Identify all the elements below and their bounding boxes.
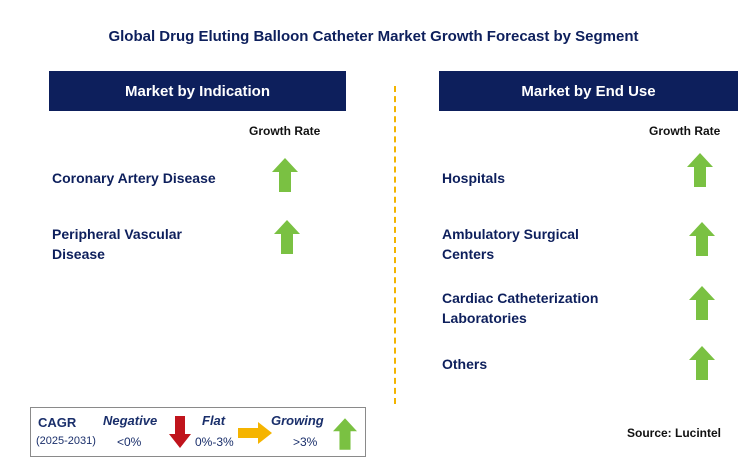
growing-arrow-icon — [687, 153, 713, 187]
negative-value: <0% — [117, 435, 142, 449]
growing-arrow-icon — [333, 418, 357, 450]
end-use-header: Market by End Use — [439, 71, 738, 111]
item-line2: Centers — [442, 246, 495, 262]
flat-label: Flat — [202, 413, 226, 428]
growing-label: Growing — [271, 413, 324, 428]
growing-arrow-icon — [274, 220, 300, 254]
growth-rate-label-right: Growth Rate — [649, 124, 721, 138]
item-line1: Cardiac Catheterization — [442, 290, 599, 306]
flat-value: 0%-3% — [195, 435, 234, 449]
item-line1: Coronary Artery Disease — [52, 170, 216, 186]
negative-label: Negative — [103, 413, 158, 428]
flat-arrow-icon — [238, 422, 272, 444]
indication-header: Market by Indication — [49, 71, 346, 111]
item-line2: Laboratories — [442, 310, 527, 326]
item-line1: Others — [442, 356, 488, 372]
end-use-item: Others — [442, 354, 487, 374]
page-title: Global Drug Eluting Balloon Catheter Mar… — [108, 28, 639, 45]
indication-item: Coronary Artery Disease — [52, 168, 216, 188]
cagr-period: (2025-2031) — [36, 435, 96, 447]
source-note: Source: Lucintel — [627, 426, 722, 440]
item-line1: Hospitals — [442, 170, 506, 186]
growing-arrow-icon — [689, 286, 715, 320]
end-use-item: Ambulatory Surgical Centers — [442, 224, 579, 264]
cagr-label: CAGR — [38, 415, 77, 430]
growth-rate-label-left: Growth Rate — [249, 124, 321, 138]
end-use-item: Hospitals — [442, 168, 505, 188]
item-line1: Ambulatory Surgical — [442, 226, 579, 242]
growing-arrow-icon — [689, 346, 715, 380]
indication-item: Peripheral Vascular Disease — [52, 224, 182, 264]
item-line1: Peripheral Vascular — [52, 226, 182, 242]
growing-arrow-icon — [272, 158, 298, 192]
panel-divider — [394, 86, 396, 404]
growing-arrow-icon — [689, 222, 715, 256]
growing-value: >3% — [293, 435, 318, 449]
negative-arrow-icon — [169, 416, 191, 448]
end-use-item: Cardiac Catheterization Laboratories — [442, 288, 598, 328]
cagr-legend: CAGR (2025-2031) Negative <0% Flat 0%-3%… — [30, 407, 366, 457]
item-line2: Disease — [52, 246, 105, 262]
